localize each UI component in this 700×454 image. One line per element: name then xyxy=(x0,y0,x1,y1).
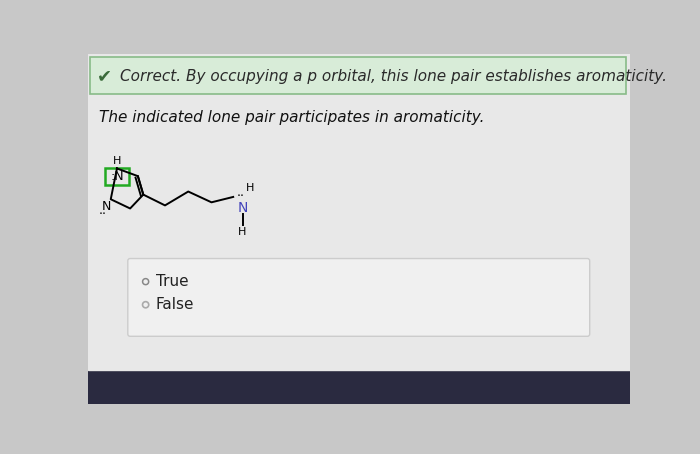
Bar xyxy=(104,168,130,185)
FancyBboxPatch shape xyxy=(128,258,589,336)
Text: ✔: ✔ xyxy=(97,67,112,85)
Bar xyxy=(88,370,630,404)
Text: The indicated lone pair participates in aromaticity.: The indicated lone pair participates in … xyxy=(99,110,484,125)
Text: True: True xyxy=(155,274,188,289)
Text: H: H xyxy=(238,227,246,237)
Text: N: N xyxy=(102,200,111,212)
Text: Correct. By occupying a p orbital, this lone pair establishes aromaticity.: Correct. By occupying a p orbital, this … xyxy=(120,69,667,84)
Circle shape xyxy=(144,280,147,283)
Circle shape xyxy=(143,279,148,285)
Text: H: H xyxy=(113,156,121,166)
Text: H: H xyxy=(246,183,254,192)
Text: False: False xyxy=(155,297,194,312)
Text: N: N xyxy=(237,202,248,216)
Text: :N: :N xyxy=(110,170,124,183)
Text: ⋅⋅: ⋅⋅ xyxy=(237,190,245,203)
Text: ⋅⋅: ⋅⋅ xyxy=(98,208,106,221)
Bar xyxy=(90,57,626,94)
